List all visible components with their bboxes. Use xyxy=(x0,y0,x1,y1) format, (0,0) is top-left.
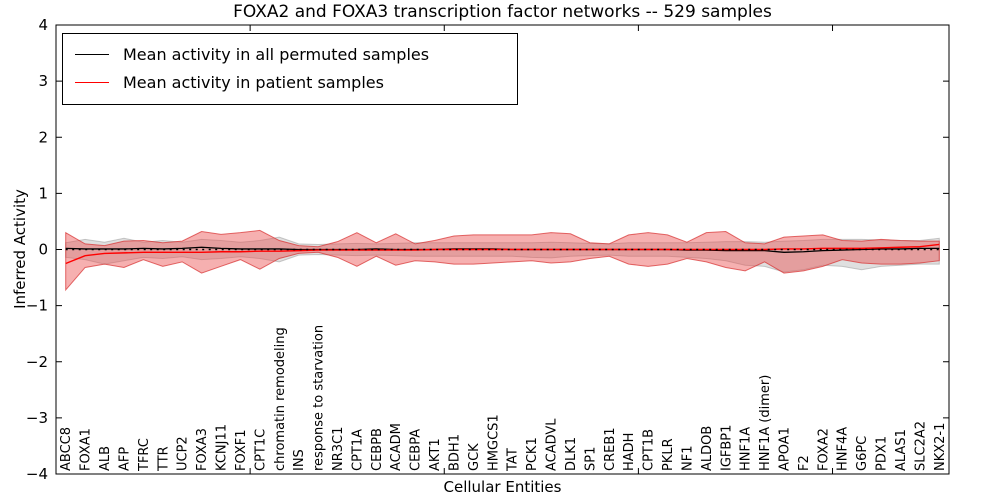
x-category-label: AFP xyxy=(117,447,132,471)
x-category-label: FOXA1 xyxy=(79,428,94,471)
x-category-label: F2 xyxy=(797,455,812,471)
y-tick-label: 3 xyxy=(38,72,48,90)
permuted-line-swatch xyxy=(75,53,109,55)
x-category-label: TAT xyxy=(506,448,521,472)
x-category-label: G6PC xyxy=(855,436,870,471)
x-category-label: HNF4A xyxy=(836,427,851,471)
y-tick-label: 2 xyxy=(38,128,48,146)
x-category-label: PKLR xyxy=(661,438,676,471)
x-category-label: CEBPA xyxy=(409,429,424,471)
y-tick-label: −1 xyxy=(26,297,48,315)
x-category-label: ACADM xyxy=(389,423,404,471)
y-tick-label: −2 xyxy=(26,353,48,371)
x-category-label: CPT1B xyxy=(642,429,657,471)
x-category-label: FOXF1 xyxy=(234,429,249,471)
x-category-label: ABCC8 xyxy=(59,427,74,471)
x-category-label: CPT1A xyxy=(350,429,365,471)
x-category-label: response to starvation xyxy=(312,325,327,471)
x-category-label: HADH xyxy=(622,433,637,471)
x-category-label: CREB1 xyxy=(603,427,618,471)
legend-entry-patient: Mean activity in patient samples xyxy=(73,68,507,96)
y-tick-label: 4 xyxy=(38,16,48,34)
x-category-label: FOXA2 xyxy=(816,428,831,471)
x-category-label: BDH1 xyxy=(447,434,462,471)
x-category-label: PDX1 xyxy=(875,436,890,471)
x-category-label: IGFBP1 xyxy=(719,425,734,471)
y-tick-label: −4 xyxy=(26,465,48,483)
x-category-label: ACADVL xyxy=(545,418,560,471)
patient-band xyxy=(65,229,940,292)
x-category-label: NF1 xyxy=(680,446,695,471)
x-category-label: SLC2A2 xyxy=(913,421,928,471)
x-category-label: KCNJ11 xyxy=(215,424,230,471)
y-tick-label: 0 xyxy=(38,241,48,259)
x-category-label: ALB xyxy=(98,446,113,471)
x-category-label: HNF1A (dimer) xyxy=(758,375,773,471)
x-category-label: ALDOB xyxy=(700,426,715,471)
x-category-label: DLK1 xyxy=(564,437,579,471)
x-category-label: HMGCS1 xyxy=(486,414,501,471)
legend-label-permuted: Mean activity in all permuted samples xyxy=(123,44,430,64)
y-tick-label: −3 xyxy=(26,409,48,427)
x-category-label: FOXA3 xyxy=(195,428,210,471)
patient-line-swatch xyxy=(75,81,109,83)
x-category-label: CEBPB xyxy=(370,428,385,471)
x-category-label: AKT1 xyxy=(428,438,443,471)
x-category-label: TFRC xyxy=(137,438,152,472)
legend: Mean activity in all permuted samples Me… xyxy=(62,33,518,105)
x-category-label: APOA1 xyxy=(777,427,792,471)
x-category-label: SP1 xyxy=(583,447,598,471)
x-category-label: TTR xyxy=(156,446,171,472)
x-category-label: PCK1 xyxy=(525,437,540,471)
permuted-band xyxy=(65,236,940,273)
x-category-label: CPT1C xyxy=(253,429,268,471)
x-axis-label: Cellular Entities xyxy=(443,478,562,496)
x-category-label: GCK xyxy=(467,443,482,471)
x-category-label: HNF1A xyxy=(739,427,754,471)
x-category-label: INS xyxy=(292,449,307,471)
x-category-label: UCP2 xyxy=(176,436,191,471)
legend-label-patient: Mean activity in patient samples xyxy=(123,72,384,92)
x-category-label: ALAS1 xyxy=(894,429,909,471)
legend-entry-permuted: Mean activity in all permuted samples xyxy=(73,40,507,68)
chart-title: FOXA2 and FOXA3 transcription factor net… xyxy=(233,2,772,22)
y-tick-label: 1 xyxy=(38,184,48,202)
x-category-label: NR3C1 xyxy=(331,427,346,471)
x-category-label: NKX2-1 xyxy=(933,423,948,471)
x-category-label: chromatin remodeling xyxy=(273,327,288,471)
